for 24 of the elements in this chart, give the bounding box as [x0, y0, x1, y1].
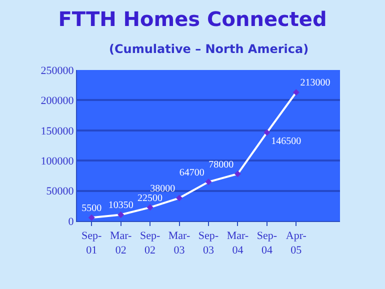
y-tick-label: 150000	[40, 125, 74, 138]
y-tick-label: 250000	[40, 64, 74, 77]
data-label: 22500	[138, 192, 163, 204]
data-label: 213000	[300, 78, 330, 89]
x-tick-label: Mar-02	[110, 230, 132, 256]
data-label: 78000	[208, 159, 234, 170]
y-tick-label: 100000	[40, 155, 74, 168]
x-tick-label: Apr-05	[286, 230, 307, 256]
y-tick-label: 50000	[46, 186, 74, 198]
x-tick-label: Sep-03	[198, 230, 219, 256]
x-tick-label: Mar-03	[168, 230, 190, 256]
data-label: 10350	[108, 200, 134, 212]
x-tick-label: Sep-04	[256, 230, 278, 256]
data-label: 146500	[271, 136, 302, 148]
data-label: 64700	[179, 167, 204, 178]
x-tick-label: Sep-01	[82, 230, 102, 256]
chart-subtitle: (Cumulative – North America)	[109, 42, 309, 56]
y-tick-label: 200000	[40, 95, 74, 108]
x-tick-label: Mar-04	[226, 230, 249, 256]
x-tick-label: Sep-02	[140, 230, 160, 256]
data-label: 5500	[82, 203, 102, 214]
y-tick-label: 0	[68, 216, 74, 228]
data-label: 38000	[150, 183, 176, 194]
chart-title: FTTH Homes Connected	[58, 6, 327, 31]
